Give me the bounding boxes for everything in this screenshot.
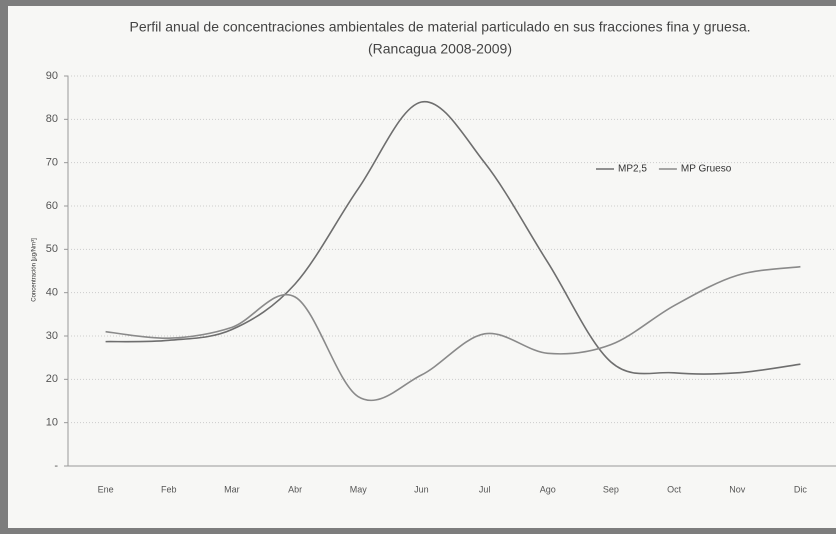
y-tick-label: - bbox=[54, 460, 58, 472]
x-tick-label: Oct bbox=[667, 484, 682, 494]
series-line bbox=[105, 101, 801, 375]
chart-subtitle: (Rancagua 2008-2009) bbox=[368, 41, 512, 57]
legend-label: MP Grueso bbox=[681, 164, 732, 175]
y-tick-label: 80 bbox=[46, 113, 58, 125]
x-tick-label: Abr bbox=[288, 484, 302, 494]
legend-label: MP2,5 bbox=[618, 164, 647, 175]
series-line bbox=[105, 265, 801, 402]
x-tick-label: Jun bbox=[414, 484, 429, 494]
y-tick-label: 10 bbox=[46, 417, 58, 429]
y-tick-label: 50 bbox=[46, 243, 58, 255]
y-tick-label: 70 bbox=[46, 157, 58, 169]
x-tick-label: Ago bbox=[540, 484, 556, 494]
x-tick-label: Ene bbox=[98, 484, 114, 494]
x-tick-label: Nov bbox=[729, 484, 746, 494]
chart-background bbox=[8, 6, 836, 528]
y-tick-label: 20 bbox=[46, 373, 58, 385]
x-tick-label: Mar bbox=[224, 484, 240, 494]
y-tick-label: 40 bbox=[46, 287, 58, 299]
y-tick-label: 60 bbox=[46, 200, 58, 212]
x-tick-label: Dic bbox=[794, 484, 807, 494]
x-tick-label: Sep bbox=[603, 484, 619, 494]
y-tick-label: 30 bbox=[46, 330, 58, 342]
x-tick-label: Jul bbox=[479, 484, 491, 494]
x-tick-label: Feb bbox=[161, 484, 177, 494]
x-tick-label: May bbox=[350, 484, 368, 494]
y-tick-label: 90 bbox=[46, 70, 58, 82]
y-axis-title: Concentración [µg/Nm³] bbox=[32, 238, 38, 302]
chart-title: Perfil anual de concentraciones ambienta… bbox=[129, 19, 750, 35]
